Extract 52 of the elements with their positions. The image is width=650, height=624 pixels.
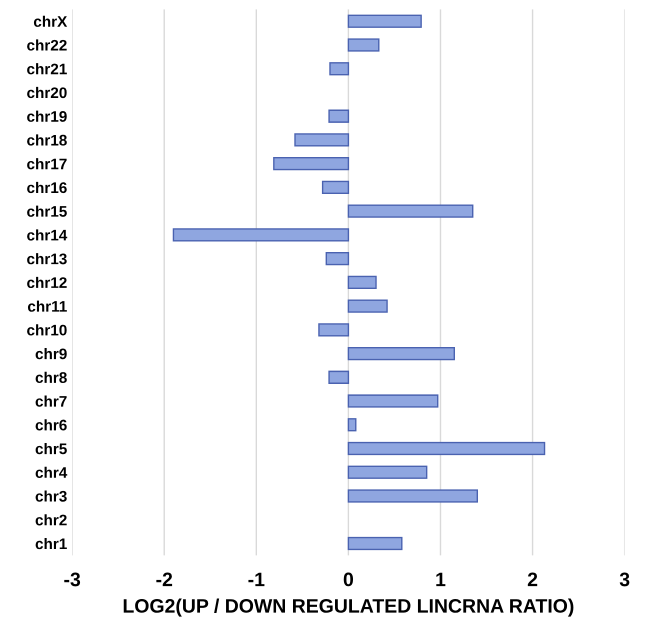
bar: [348, 442, 546, 456]
y-tick-label: chr2: [36, 514, 67, 526]
y-tick-label: chr11: [28, 300, 67, 312]
y-tick-label: chr22: [27, 39, 67, 51]
y-tick-label: chr3: [36, 490, 67, 502]
y-tick-label: chr21: [27, 63, 67, 74]
y-tick-label: chr8: [36, 372, 67, 384]
bar: [348, 38, 380, 52]
bar: [348, 276, 377, 289]
bar: [348, 536, 403, 550]
y-tick-label: chr5: [36, 443, 67, 454]
x-tick-label: -3: [64, 572, 80, 586]
bar: [273, 157, 350, 170]
y-tick-label: chr1: [36, 538, 67, 550]
y-tick-label: chr13: [27, 253, 67, 264]
y-tick-label: chr4: [36, 466, 68, 478]
bar: [348, 204, 474, 218]
x-tick-label: 2: [528, 572, 538, 586]
bar: [326, 252, 350, 266]
bar: [328, 110, 350, 123]
x-tick-label: 3: [620, 572, 630, 586]
bar: [328, 370, 350, 384]
y-tick-label: chr16: [27, 182, 67, 194]
x-tick-label: -2: [156, 572, 172, 586]
y-tick-label: chr19: [27, 110, 67, 122]
y-tick-label: chr14: [27, 229, 68, 241]
bar: [348, 346, 455, 360]
bar: [329, 62, 350, 76]
x-tick-label: -1: [248, 572, 264, 586]
bar: [348, 418, 356, 432]
bar: [294, 133, 350, 147]
y-tick-label: chr15: [27, 206, 67, 217]
bar: [322, 180, 350, 194]
x-axis-title: LOG2(UP / DOWN REGULATED LINCRNA RATIO): [124, 598, 574, 617]
y-tick-label: chr18: [27, 134, 67, 146]
y-tick-label: chr6: [36, 419, 67, 430]
bar: [348, 14, 422, 28]
bar: [348, 489, 478, 503]
y-tick-label: chr20: [27, 86, 67, 98]
bar: [348, 394, 438, 408]
y-tick-label: chr12: [27, 276, 67, 288]
bar: [318, 323, 350, 336]
y-tick-label: chr7: [36, 396, 67, 407]
x-tick-label: 0: [344, 572, 354, 586]
y-tick-label: chr17: [27, 158, 67, 170]
y-tick-label: chr10: [27, 324, 67, 336]
bar: [172, 228, 350, 242]
bar: [348, 466, 428, 479]
y-tick-label: chrX: [34, 16, 68, 27]
x-tick-label: 1: [436, 572, 446, 586]
y-tick-label: chr9: [36, 348, 67, 360]
bar: [348, 299, 388, 313]
